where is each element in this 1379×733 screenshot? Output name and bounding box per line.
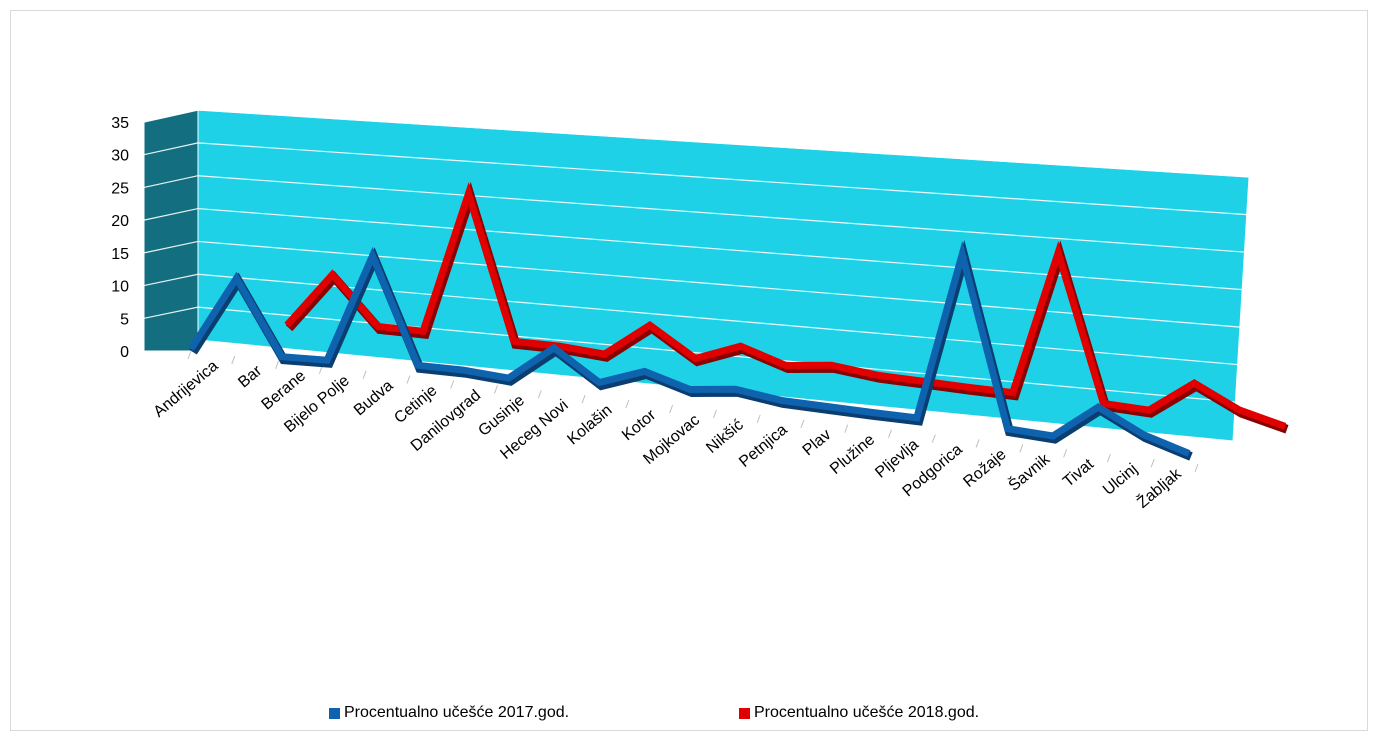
gridline bbox=[143, 207, 1250, 291]
x-tick-label: Kotor bbox=[619, 406, 660, 444]
chart-left-wall bbox=[143, 109, 199, 352]
x-tick-mark bbox=[406, 375, 411, 384]
x-tick-label: Bar bbox=[235, 362, 266, 391]
x-tick-mark bbox=[712, 409, 717, 419]
chart-frame: 0 5 10 15 20 25 30 35 Andrijevica Bar Berane Bijel… bbox=[10, 10, 1368, 731]
x-tick-label: Nikšić bbox=[703, 416, 747, 456]
x-tick-mark bbox=[975, 439, 980, 448]
x-tick-label: Tivat bbox=[1060, 455, 1097, 490]
x-tick-mark bbox=[581, 395, 586, 404]
x-tick-mark bbox=[625, 399, 630, 409]
x-tick-label: Andrijevica bbox=[151, 357, 222, 420]
x-tick-mark bbox=[231, 355, 236, 365]
legend-item-2017: Procentualno učešće 2017.god. bbox=[329, 704, 569, 722]
legend-label-2017: Procentualno učešće 2017.god. bbox=[344, 704, 570, 721]
legend-swatch-2017 bbox=[329, 707, 340, 719]
gridline bbox=[143, 109, 1250, 178]
x-tick-label: Plužine bbox=[827, 431, 878, 478]
gridline bbox=[143, 240, 1250, 329]
series-layer bbox=[188, 181, 1289, 461]
y-tick-label: 10 bbox=[111, 279, 129, 296]
x-tick-mark bbox=[844, 424, 849, 433]
x-tick-mark bbox=[800, 419, 805, 428]
x-tick-mark bbox=[362, 370, 367, 379]
x-tick-label: Ulcinj bbox=[1100, 461, 1141, 499]
x-tick-mark bbox=[537, 390, 542, 399]
gridline bbox=[143, 175, 1250, 254]
y-tick-label: 30 bbox=[111, 148, 129, 165]
x-tick-mark bbox=[931, 434, 936, 443]
legend-item-2018: Procentualno učešće 2018.god. bbox=[739, 704, 979, 722]
gridline bbox=[143, 142, 1250, 216]
x-tick-label: Rožaje bbox=[960, 446, 1009, 491]
y-tick-label: 25 bbox=[111, 180, 129, 197]
y-tick-label: 15 bbox=[111, 246, 129, 263]
x-tick-label: Plav bbox=[800, 426, 835, 459]
y-tick-label: 0 bbox=[120, 344, 129, 361]
legend-swatch-2018 bbox=[739, 707, 750, 719]
x-tick-mark bbox=[187, 350, 192, 360]
x-tick-mark bbox=[1019, 444, 1024, 453]
x-tick-label: Žabljak bbox=[1133, 463, 1185, 511]
x-tick-mark bbox=[1063, 449, 1068, 458]
x-tick-mark bbox=[669, 404, 674, 414]
gridline bbox=[143, 306, 1250, 404]
series-line bbox=[284, 182, 1287, 430]
y-tick-label: 20 bbox=[111, 213, 129, 230]
x-tick-label: Kolašin bbox=[564, 402, 615, 449]
x-tick-mark bbox=[494, 385, 498, 394]
x-tick-mark bbox=[450, 380, 455, 389]
x-tick-mark bbox=[756, 414, 761, 424]
x-tick-mark bbox=[275, 360, 280, 370]
y-axis-ticks: 0 5 10 15 20 25 30 35 bbox=[111, 115, 129, 361]
y-tick-label: 5 bbox=[120, 311, 129, 328]
x-tick-mark bbox=[1106, 453, 1111, 463]
gridlines bbox=[143, 109, 1250, 404]
legend-label-2018: Procentualno učešće 2018.god. bbox=[754, 704, 980, 721]
series-line bbox=[188, 240, 1191, 457]
x-tick-label: Budva bbox=[351, 377, 397, 419]
x-tick-mark bbox=[1194, 463, 1199, 473]
x-tick-mark bbox=[1150, 458, 1155, 468]
x-tick-label: Šavnik bbox=[1004, 449, 1054, 495]
y-tick-label: 35 bbox=[111, 115, 129, 132]
x-tick-mark bbox=[888, 429, 892, 438]
gridline bbox=[143, 273, 1250, 367]
